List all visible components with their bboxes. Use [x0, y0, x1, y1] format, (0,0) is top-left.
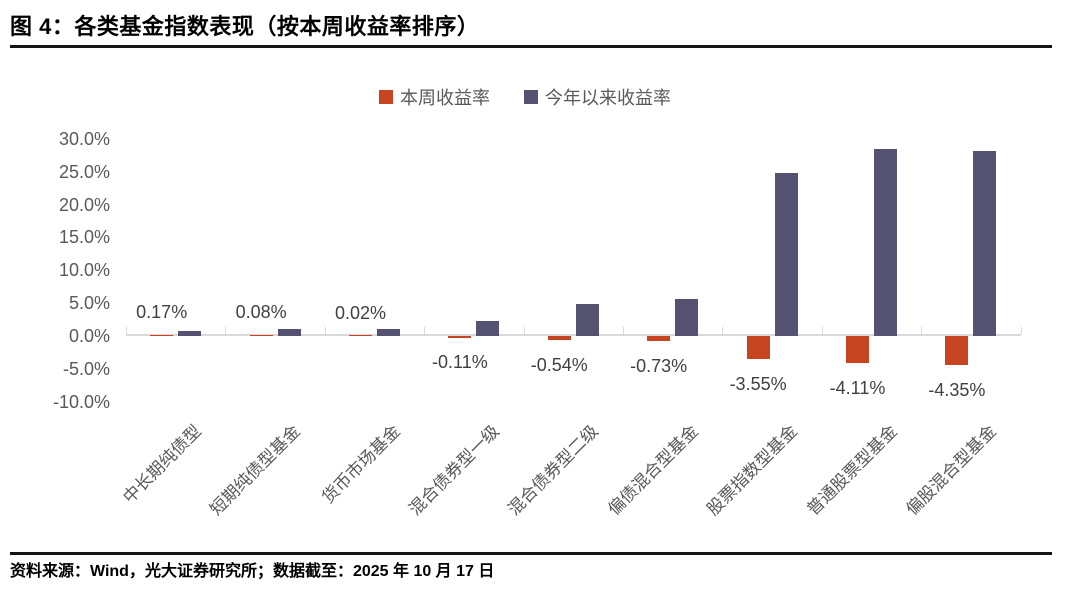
bar-week-return-9: [945, 336, 969, 365]
y-axis-tick-label: -5.0%: [62, 358, 110, 379]
x-axis-category-label-8: 普通股票型基金: [802, 421, 901, 520]
x-axis-tick-mark: [524, 327, 525, 334]
data-label-week-return-8: -4.11%: [829, 378, 886, 398]
x-axis-tick-mark: [1021, 327, 1022, 334]
source-note: 资料来源：Wind，光大证券研究所；数据截至：2025 年 10 月 17 日: [10, 563, 495, 580]
data-label-week-return-3: 0.02%: [334, 302, 387, 323]
bar-week-return-4: [448, 336, 472, 338]
data-label-week-return-6: -0.73%: [630, 355, 688, 376]
x-axis-category-label-7: 股票指数型基金: [703, 421, 802, 520]
x-axis-tick-mark: [126, 327, 127, 334]
bar-ytd-return-1: [178, 330, 202, 336]
x-axis-category-label-1: 中长期纯债型: [119, 421, 205, 508]
footer-divider-line: [10, 552, 1052, 555]
bar-week-return-2: [249, 334, 273, 336]
y-axis-tick-label: 0.0%: [68, 326, 110, 346]
data-label-week-return-7: -3.55%: [729, 374, 787, 395]
bar-week-return-3: [349, 334, 372, 336]
data-label-week-return-1: 0.17%: [136, 301, 188, 322]
title-divider-line: [10, 45, 1052, 48]
bar-ytd-return-4: [476, 320, 500, 336]
chart-legend: 本周收益率 今年以来收益率: [0, 84, 1050, 110]
bar-week-return-8: [846, 336, 869, 363]
y-axis-tick-label: -10.0%: [52, 391, 110, 412]
x-axis-category-label-4: 混合债券型一级: [405, 421, 503, 520]
x-axis-tick-mark: [325, 327, 326, 334]
x-axis-category-label-3: 货币市场基金: [317, 421, 404, 508]
bar-week-return-7: [746, 336, 770, 360]
data-label-week-return-5: -0.54%: [530, 354, 588, 375]
legend-label: 今年以来收益率: [545, 88, 671, 108]
y-axis-tick-label: 10.0%: [58, 260, 110, 281]
bar-week-return-6: [647, 336, 671, 341]
bar-ytd-return-8: [874, 149, 897, 336]
bar-ytd-return-2: [277, 328, 301, 336]
x-axis-tick-mark: [722, 327, 723, 334]
legend-item-ytd-return: 今年以来收益率: [524, 84, 671, 110]
x-axis-tick-mark: [921, 327, 922, 334]
bar-ytd-return-7: [774, 173, 798, 336]
data-label-week-return-4: -0.11%: [432, 351, 488, 372]
x-axis-tick-mark: [225, 327, 226, 334]
x-axis-tick-mark: [822, 327, 823, 334]
legend-label: 本周收益率: [400, 88, 490, 108]
data-label-week-return-9: -4.35%: [928, 379, 986, 400]
x-axis-category-label-6: 偏债混合型基金: [604, 421, 702, 520]
bar-ytd-return-5: [575, 303, 599, 336]
data-label-week-return-2: 0.08%: [235, 302, 287, 323]
y-axis-tick-label: 15.0%: [58, 227, 110, 248]
x-axis-tick-mark: [623, 327, 624, 334]
y-axis-tick-label: 30.0%: [58, 128, 110, 149]
x-axis-category-label-9: 偏股混合型基金: [902, 421, 1000, 520]
x-axis-category-label-5: 混合债券型二级: [504, 421, 603, 520]
bar-week-return-1: [150, 334, 174, 336]
legend-swatch-icon: [379, 90, 393, 104]
bar-ytd-return-3: [377, 328, 400, 336]
bar-ytd-return-6: [675, 298, 699, 336]
legend-swatch-icon: [524, 90, 538, 104]
x-axis-line: [126, 334, 1021, 336]
bar-ytd-return-9: [973, 151, 997, 336]
figure-title: 图 4：各类基金指数表现（按本周收益率排序）: [10, 14, 480, 39]
x-axis-category-label-2: 短期纯债型基金: [206, 421, 305, 520]
y-axis-tick-label: 5.0%: [68, 293, 110, 314]
bar-week-return-5: [547, 336, 571, 340]
y-axis-tick-label: 25.0%: [58, 161, 110, 182]
x-axis-tick-mark: [424, 327, 425, 334]
y-axis-tick-label: 20.0%: [58, 194, 110, 215]
legend-item-week-return: 本周收益率: [379, 84, 490, 110]
